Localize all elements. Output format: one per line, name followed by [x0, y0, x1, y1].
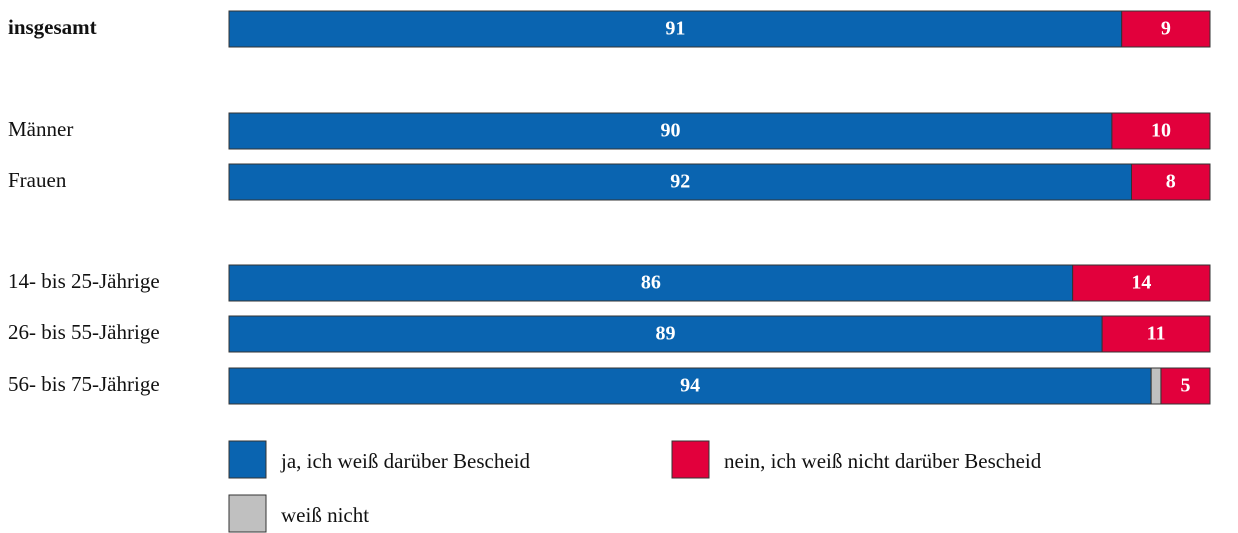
category-label: Frauen [8, 168, 67, 192]
legend-swatch [228, 494, 267, 533]
value-label: 92 [670, 171, 690, 193]
bar-segment [228, 264, 1074, 302]
bar-segment [1072, 264, 1211, 302]
value-label: 91 [665, 18, 685, 40]
value-label: 5 [1180, 375, 1190, 397]
legend-label: ja, ich weiß darüber Bescheid [280, 449, 530, 473]
value-label: 11 [1147, 323, 1166, 345]
legend-swatch [671, 440, 710, 479]
value-label: 14 [1131, 272, 1151, 294]
legend-label: nein, ich weiß nicht darüber Bescheid [724, 449, 1042, 473]
bar-segment [228, 10, 1123, 48]
category-label: 56- bis 75-Jährige [8, 372, 160, 396]
value-label: 8 [1166, 171, 1176, 193]
bar-segment [1121, 10, 1211, 48]
value-label: 9 [1161, 18, 1171, 40]
bar-segment [228, 163, 1133, 201]
bar-segment [1160, 367, 1211, 405]
legend-swatch [228, 440, 267, 479]
legend-label: weiß nicht [281, 503, 369, 527]
bar-segment [1111, 112, 1211, 150]
value-label: 10 [1151, 120, 1171, 142]
value-label: 94 [680, 375, 700, 397]
category-label: 26- bis 55-Jährige [8, 320, 160, 344]
bar-segment [1150, 367, 1162, 405]
bar-segment [1101, 315, 1211, 353]
bar-segment [228, 315, 1103, 353]
value-label: 86 [641, 272, 661, 294]
value-label: 90 [660, 120, 680, 142]
category-label: 14- bis 25-Jährige [8, 269, 160, 293]
category-label: Männer [8, 117, 73, 141]
value-label: 89 [656, 323, 676, 345]
bar-segment [1131, 163, 1211, 201]
category-label: insgesamt [8, 15, 97, 39]
bar-segment [228, 112, 1113, 150]
